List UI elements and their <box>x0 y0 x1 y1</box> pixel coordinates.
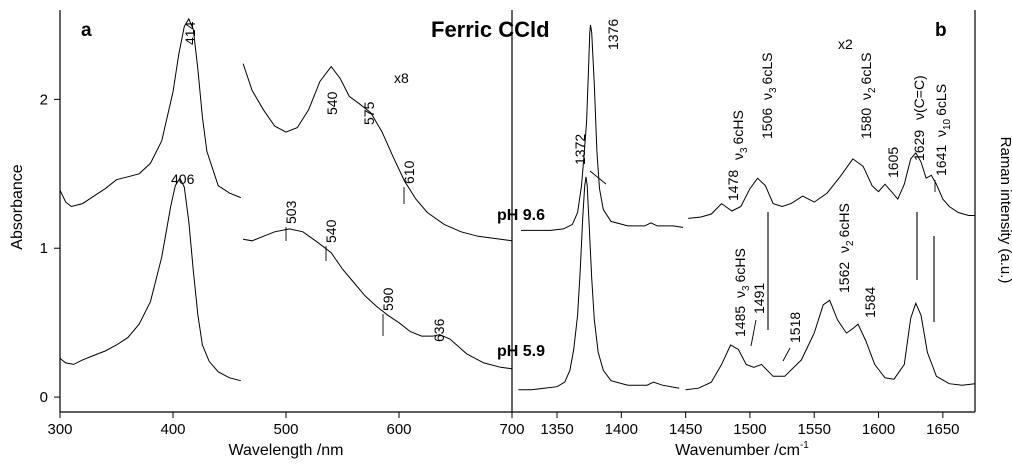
panel-a-series-ph-9-6-main-curve <box>59 17 241 208</box>
panel-a-x-tick-label-400: 400 <box>160 421 185 438</box>
peak-label-1372: 1372 <box>572 134 588 165</box>
band-label-v2-6chs-bottom-sub: 2 <box>845 240 856 246</box>
panel-b-x-axis-title-text: Wavenumber /cm <box>675 442 800 459</box>
panel-a-series-ph-5-9-zoom-curve <box>243 228 513 370</box>
panel-a-x-tick-label-600: 600 <box>386 421 411 438</box>
band-label-v3-6chs-top-sub: 3 <box>739 147 750 153</box>
band-label-v10-6cls-top-nu: ν <box>933 130 949 137</box>
band-label-v3-6cls-top-text: 6cLS <box>759 53 775 85</box>
panel-b-x-tick-label-1400: 1400 <box>605 421 638 438</box>
band-label-v3-6chs-top: ν3 6cHS <box>730 110 750 160</box>
band-label-v2-6chs-bottom-text: 6cHS <box>836 203 852 237</box>
panel-a-series-ph-9-6-zoom-curve <box>242 63 513 242</box>
panel-b-zoom-label: x2 <box>838 36 853 52</box>
panel-b-series-ph-9-6-main-curve <box>521 24 684 231</box>
band-label-v3-6chs-top-text: 6cHS <box>730 110 746 144</box>
panel-a-x-tick-label-700: 700 <box>499 421 524 438</box>
peak-leader-1491 <box>750 319 757 347</box>
peak-label-1584: 1584 <box>862 287 878 318</box>
ph-9-6-label: pH 9.6 <box>497 207 545 224</box>
panel-b-x-tick-label-1500: 1500 <box>733 421 766 438</box>
band-label-v3-6chs-bottom-sub: 3 <box>741 285 752 291</box>
panel-b-x-tick-label-1650: 1650 <box>926 421 959 438</box>
panel-a-y-tick-label-2: 2 <box>40 91 48 108</box>
panel-a-x-axis-title: Wavelength /nm <box>228 442 343 459</box>
panel-a-series-ph-5-9-main-curve <box>59 177 241 382</box>
figure-title: Ferric CCld <box>431 17 550 42</box>
peak-label-1485: 1485 <box>732 306 748 337</box>
panel-a-y-axis-title: Absorbance <box>9 164 26 249</box>
band-label-v3-6chs-bottom-nu: ν <box>732 291 748 298</box>
panel-a-x-tick-label-500: 500 <box>273 421 298 438</box>
peak-label-610: 610 <box>401 160 417 184</box>
peak-label-1506: 1506 <box>759 108 775 139</box>
panel-a-y-tick-label-1: 1 <box>40 240 48 257</box>
band-label-v2-6chs-bottom-nu: ν <box>836 246 852 253</box>
peak-label-503: 503 <box>283 200 299 224</box>
band-label-v10-6cls-top-sub: 10 <box>942 118 953 130</box>
panel-a-x-tick-label-300: 300 <box>47 421 72 438</box>
peak-leader-1518 <box>782 347 791 362</box>
peak-label-636: 636 <box>431 318 447 342</box>
panel-b-x-tick-label-1350: 1350 <box>540 421 573 438</box>
panel-b-x-axis-title: Wavenumber /cm-1 <box>675 440 809 459</box>
peak-label-1562: 1562 <box>836 262 852 293</box>
band-label-v2-6cls-top-sub: 2 <box>867 87 878 93</box>
peak-label-1518: 1518 <box>787 312 803 343</box>
peak-label-1629: 1629 <box>911 130 927 161</box>
band-label-v2-6cls-top-nu: ν <box>858 93 874 100</box>
panel-b-series-ph-9-6-zoom-curve <box>688 152 975 219</box>
peak-label-1641: 1641 <box>933 145 949 176</box>
band-label-v10-6cls-top: ν10 6cLS <box>933 84 953 137</box>
band-label-v3-6chs-top-nu: ν <box>730 153 746 160</box>
curves-layer <box>59 17 976 391</box>
peak-label-540-bottom: 540 <box>323 219 339 243</box>
peak-label-1478: 1478 <box>725 170 741 201</box>
peak-label-1605: 1605 <box>885 147 901 178</box>
panel-b-x-tick-label-1550: 1550 <box>798 421 831 438</box>
panel-b-y-axis-title: Raman intensity (a.u.) <box>997 137 1012 284</box>
band-label-v10-6cls-top-text: 6cLS <box>933 84 949 116</box>
panel-a-annotations: 414 406 540 575 610 503 540 590 636 <box>171 21 447 342</box>
panel-b-x-tick-label-1450: 1450 <box>669 421 702 438</box>
band-label-vcc-top-text: (C=C) <box>911 75 927 113</box>
band-label-v2-6cls-top: ν2 6cLS <box>858 53 878 100</box>
peak-label-575: 575 <box>361 101 377 125</box>
band-label-v2-6chs-bottom: ν2 6cHS <box>836 203 856 253</box>
band-label-v3-6chs-bottom: ν3 6cHS <box>732 248 752 298</box>
peak-label-1376: 1376 <box>605 19 621 50</box>
band-label-vcc-top-nu: ν <box>911 113 927 120</box>
panel-b-annotations: 1376 1372 1478 ν36cHS 1506 ν36cLS 1580 ν… <box>572 19 953 362</box>
panel-a-zoom-label: x8 <box>394 70 409 86</box>
peak-label-406: 406 <box>171 171 195 187</box>
band-label-v3-6cls-top-sub: 3 <box>768 87 779 93</box>
band-label-v2-6cls-top-text: 6cLS <box>858 53 874 85</box>
peak-label-1491: 1491 <box>751 283 767 314</box>
peak-leader-1372 <box>589 170 607 185</box>
peak-label-1580: 1580 <box>858 108 874 139</box>
peak-label-414: 414 <box>182 21 198 45</box>
panel-b-x-axis-title-superscript: -1 <box>800 440 809 451</box>
panel-a-y-tick-label-0: 0 <box>40 389 48 406</box>
panel-b-series-ph-5-9-zoom-curve <box>685 299 976 391</box>
axes <box>59 10 976 413</box>
ticks-layer: 300 400 500 600 700 0 1 2 1350 1400 1450 1500 1550 16… <box>40 91 960 438</box>
panel-a-letter: a <box>81 20 92 41</box>
peak-label-590: 590 <box>380 287 396 311</box>
band-label-v3-6cls-top: ν3 6cLS <box>759 53 779 100</box>
band-label-v3-6chs-bottom-text: 6cHS <box>732 248 748 282</box>
panel-b-series-ph-5-9-main-curve <box>518 176 680 391</box>
ph-5-9-label: pH 5.9 <box>497 343 545 360</box>
band-label-v3-6cls-top-nu: ν <box>759 93 775 100</box>
peak-label-540-top: 540 <box>324 91 340 115</box>
panel-b-x-tick-label-1600: 1600 <box>862 421 895 438</box>
band-label-vcc-top: ν(C=C) <box>911 75 927 120</box>
panel-b-letter: b <box>935 20 947 41</box>
